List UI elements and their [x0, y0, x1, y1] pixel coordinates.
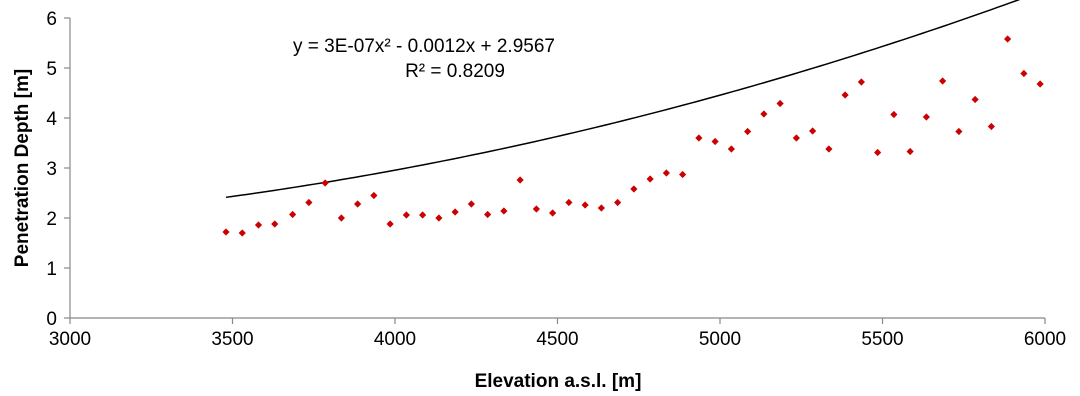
- data-point: [500, 207, 508, 215]
- x-axis-title: Elevation a.s.l. [m]: [475, 371, 642, 392]
- x-axis: 3000 3500 4000 4500 5000 5500 6000: [49, 317, 1066, 350]
- data-point: [1004, 35, 1012, 43]
- data-point: [222, 228, 230, 236]
- trendline-equation: y = 3E-07x² - 0.0012x + 2.9567: [293, 36, 555, 57]
- data-point: [386, 220, 394, 228]
- data-point: [516, 176, 524, 184]
- data-point: [435, 214, 443, 222]
- trendline-layer: [225, 0, 1021, 199]
- y-tick-label: 3: [46, 159, 57, 180]
- data-point: [305, 198, 313, 207]
- data-point: [238, 229, 246, 237]
- data-point: [906, 147, 914, 156]
- data-point: [792, 134, 800, 142]
- y-tick-label: 1: [46, 259, 57, 280]
- y-axis-title: Penetration Depth [m]: [12, 69, 33, 267]
- data-point: [581, 201, 589, 209]
- y-tick-label: 4: [46, 109, 57, 130]
- data-point: [271, 220, 279, 228]
- data-point: [760, 110, 768, 118]
- data-point: [744, 127, 752, 136]
- data-point: [890, 110, 898, 119]
- data-point: [922, 113, 930, 121]
- data-point: [939, 77, 947, 85]
- data-point: [776, 99, 784, 108]
- data-point: [971, 95, 979, 104]
- x-tick-label: 5500: [861, 329, 903, 350]
- x-tick-label: 3000: [49, 329, 91, 350]
- data-point: [321, 179, 329, 187]
- data-point: [809, 127, 817, 135]
- data-point: [711, 137, 719, 146]
- data-point: [402, 211, 410, 219]
- data-point: [337, 214, 345, 222]
- x-tick-label: 5000: [699, 329, 741, 350]
- x-tick-label: 6000: [1024, 329, 1066, 350]
- y-axis: 0 1 2 3 4 5 6: [46, 9, 71, 330]
- x-tick-label: 4000: [374, 329, 416, 350]
- data-point: [354, 200, 362, 208]
- data-point: [419, 211, 427, 219]
- data-point: [370, 191, 378, 200]
- trendline-r2: R² = 0.8209: [405, 61, 505, 82]
- data-point: [630, 185, 638, 193]
- points-layer: [222, 35, 1044, 237]
- y-tick-label: 2: [46, 209, 57, 230]
- data-point: [662, 169, 670, 177]
- data-point: [467, 200, 475, 208]
- data-point: [857, 78, 865, 86]
- y-tick-label: 0: [46, 309, 57, 330]
- x-tick-label: 3500: [211, 329, 253, 350]
- data-point: [549, 209, 557, 217]
- data-point: [451, 208, 459, 216]
- data-point: [727, 145, 735, 153]
- data-point: [874, 148, 882, 157]
- y-tick-label: 5: [46, 59, 57, 80]
- data-point: [532, 205, 540, 213]
- x-tick-label: 4500: [536, 329, 578, 350]
- data-point: [841, 91, 849, 99]
- data-point: [646, 175, 654, 183]
- data-point: [679, 170, 687, 179]
- data-point: [254, 221, 263, 229]
- y-tick-label: 6: [46, 9, 57, 30]
- data-point: [695, 134, 703, 142]
- data-point: [1020, 69, 1028, 78]
- data-point: [987, 122, 995, 131]
- data-point: [614, 198, 622, 207]
- data-point: [484, 210, 492, 219]
- data-point: [1036, 80, 1044, 88]
- data-point: [289, 210, 297, 219]
- data-point: [825, 145, 833, 153]
- trendline: [225, 0, 1021, 199]
- data-point: [565, 198, 573, 207]
- data-point: [597, 204, 605, 212]
- data-point: [955, 127, 963, 136]
